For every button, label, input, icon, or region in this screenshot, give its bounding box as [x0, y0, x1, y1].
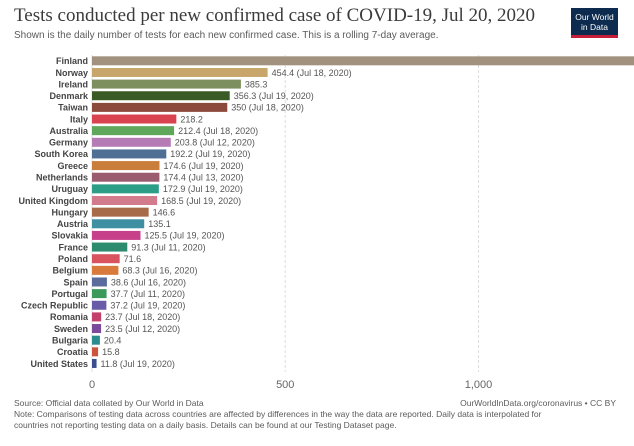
value-label: 15.8: [102, 347, 120, 357]
bar: [92, 102, 228, 112]
bar: [92, 79, 241, 89]
value-label: 174.6 (Jul 19, 2020): [163, 161, 243, 171]
bar: [92, 300, 107, 310]
country-label: Belgium: [52, 266, 88, 276]
country-label: Netherlands: [36, 173, 88, 183]
value-label: 38.6 (Jul 16, 2020): [111, 277, 186, 287]
bar: [92, 114, 177, 124]
value-label: 37.7 (Jul 11, 2020): [111, 289, 185, 299]
country-label: Slovakia: [51, 231, 89, 241]
country-label: South Korea: [34, 149, 88, 159]
country-label: Bulgaria: [52, 335, 89, 345]
bar: [92, 312, 102, 322]
bar: [92, 184, 159, 194]
value-label: 168.5 (Jul 19, 2020): [161, 196, 241, 206]
country-label: Austria: [57, 219, 89, 229]
value-label: 37.2 (Jul 19, 2020): [110, 301, 185, 311]
footer-source: Source: Official data collated by Our Wo…: [14, 398, 204, 408]
bar: [92, 91, 230, 101]
value-label: 20.4: [104, 335, 122, 345]
bar: [92, 265, 119, 275]
bar: [92, 277, 107, 287]
country-label: Uruguay: [51, 184, 88, 194]
value-label: 91.3 (Jul 11, 2020): [131, 242, 205, 252]
logo-line1: Our World: [575, 12, 614, 22]
country-label: Hungary: [51, 207, 88, 217]
country-label: Portugal: [51, 289, 88, 299]
logo-accent-bar: [571, 35, 618, 38]
country-label: Norway: [55, 68, 88, 78]
country-label: Australia: [49, 126, 89, 136]
bar: [92, 289, 107, 299]
country-label: Greece: [57, 161, 88, 171]
country-label: Romania: [50, 312, 89, 322]
country-label: Croatia: [57, 347, 89, 357]
value-label: 135.1: [148, 219, 171, 229]
value-label: 385.3: [245, 79, 268, 89]
value-label: 146.6: [153, 207, 176, 217]
value-label: 23.5 (Jul 12, 2020): [105, 324, 180, 334]
value-label: 212.4 (Jul 18, 2020): [178, 126, 258, 136]
value-label: 11.8 (Jul 19, 2020): [101, 359, 175, 369]
bar: [92, 137, 171, 147]
value-label: 125.5 (Jul 19, 2020): [145, 231, 225, 241]
value-label: 172.9 (Jul 19, 2020): [163, 184, 243, 194]
country-label: United Kingdom: [19, 196, 89, 206]
value-label: 454.4 (Jul 18, 2020): [272, 68, 352, 78]
x-tick-label: 1,000: [465, 379, 493, 391]
value-label: 203.8 (Jul 12, 2020): [175, 138, 255, 148]
country-label: France: [58, 242, 88, 252]
bar: [92, 324, 102, 334]
country-label: Italy: [70, 114, 88, 124]
country-label: Taiwan: [58, 103, 88, 113]
bar: [92, 196, 158, 205]
chart-title: Tests conducted per new confirmed case o…: [14, 5, 536, 26]
country-label: Spain: [63, 277, 88, 287]
bar: [92, 207, 149, 217]
value-label: 218.2: [180, 114, 203, 124]
footer-note-line2: countries not reporting testing data on …: [14, 420, 397, 430]
bar: [92, 172, 160, 182]
bar: [92, 254, 120, 264]
value-label: 192.2 (Jul 19, 2020): [170, 149, 250, 159]
country-label: Denmark: [49, 91, 89, 101]
owid-logo[interactable]: Our World in Data: [571, 8, 618, 38]
value-label: 174.4 (Jul 13, 2020): [163, 173, 243, 183]
country-label: Ireland: [58, 79, 88, 89]
bar: [92, 67, 268, 77]
bar: [92, 358, 97, 368]
footer-credit[interactable]: OurWorldInData.org/coronavirus • CC BY: [460, 398, 616, 408]
country-label: Finland: [56, 56, 88, 66]
bar: [92, 56, 634, 66]
chart-subtitle: Shown is the daily number of tests for e…: [14, 30, 439, 41]
country-label: Czech Republic: [21, 301, 88, 311]
bar: [92, 126, 175, 136]
country-label: Sweden: [54, 324, 88, 334]
value-label: 356.3 (Jul 19, 2020): [234, 91, 314, 101]
bar: [92, 242, 128, 252]
value-label: 23.7 (Jul 18, 2020): [105, 312, 180, 322]
country-label: United States: [30, 359, 88, 369]
bar: [92, 161, 160, 171]
logo-line2: in Data: [581, 22, 608, 32]
footer-note-line1: Note: Comparisons of testing data across…: [14, 409, 542, 419]
country-label: Poland: [58, 254, 88, 264]
bar: [92, 347, 99, 357]
value-label: 71.6: [124, 254, 142, 264]
bar: [92, 335, 100, 345]
bar: [92, 219, 145, 229]
x-tick-label: 500: [276, 379, 294, 391]
value-label: 68.3 (Jul 16, 2020): [122, 266, 197, 276]
x-tick-label: 0: [89, 379, 95, 391]
bar: [92, 149, 167, 159]
country-label: Germany: [49, 138, 88, 148]
value-label: 350 (Jul 18, 2020): [231, 103, 304, 113]
bar: [92, 230, 141, 240]
